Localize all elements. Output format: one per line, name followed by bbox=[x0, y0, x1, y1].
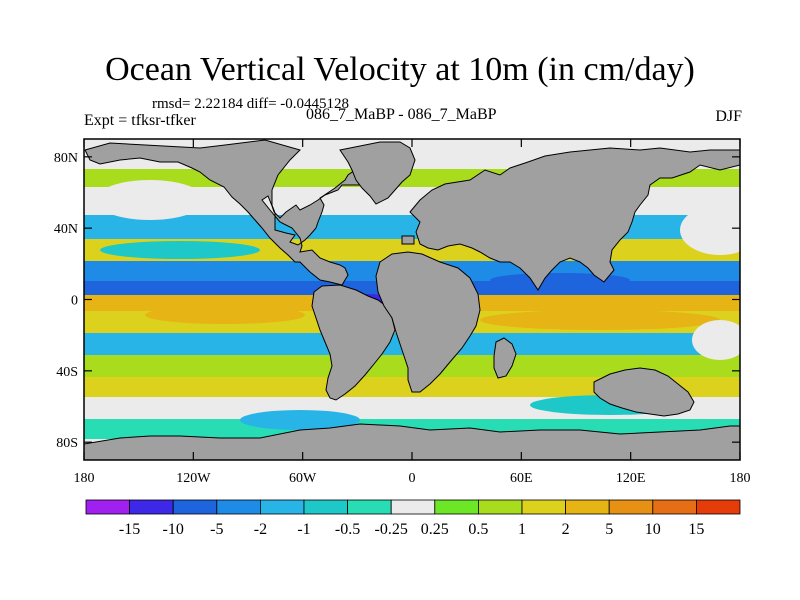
runs-label: 086_7_MaBP - 086_7_MaBP bbox=[306, 106, 497, 123]
colorbar-swatch bbox=[477, 499, 523, 515]
field-blob bbox=[95, 180, 205, 220]
colorbar-label: 1 bbox=[518, 521, 526, 538]
land-antarctica bbox=[84, 423, 740, 460]
colorbar-swatch bbox=[129, 499, 174, 515]
colorbar-swatch bbox=[172, 499, 218, 515]
y-tick-label: 80N bbox=[54, 151, 78, 166]
x-tick-label: 120W bbox=[176, 471, 211, 486]
colorbar-label: 15 bbox=[688, 521, 704, 538]
colorbar-label: -0.25 bbox=[375, 521, 408, 538]
experiment-label: Expt = tfksr-tfker bbox=[84, 112, 196, 129]
colorbar-label: -1 bbox=[297, 521, 310, 538]
colorbar-label: -0.5 bbox=[335, 521, 360, 538]
colorbar-label: -10 bbox=[163, 521, 184, 538]
x-axis: 180 120W 60W 0 60E 120E 180 bbox=[74, 139, 751, 486]
y-axis: 80N 40N 0 40S 80S bbox=[54, 151, 740, 451]
field-blob bbox=[680, 205, 740, 255]
field-blob bbox=[692, 320, 740, 360]
land-small-island bbox=[401, 235, 415, 245]
land-greenland bbox=[339, 141, 416, 205]
colorbar-swatch bbox=[347, 499, 392, 515]
colorbar-swatch bbox=[390, 499, 436, 515]
colorbar-label: 10 bbox=[645, 521, 661, 538]
colorbar-swatch bbox=[434, 499, 479, 515]
colorbar-label: 2 bbox=[562, 521, 570, 538]
x-tick-label: 180 bbox=[730, 471, 751, 486]
land-north-america bbox=[84, 139, 366, 286]
colorbar-swatch bbox=[652, 499, 697, 515]
field-blob bbox=[145, 306, 305, 324]
colorbar: -15 -10 -5 -2 -1 -0.5 -0.25 0.25 0.5 1 2 5 10 15 bbox=[85, 499, 741, 538]
colorbar-swatch bbox=[259, 499, 305, 515]
x-tick-label: 180 bbox=[74, 471, 95, 486]
colorbar-label: 0.25 bbox=[421, 521, 449, 538]
x-tick-label: 120E bbox=[616, 471, 646, 486]
land-eurasia bbox=[409, 147, 740, 291]
x-tick-label: 60E bbox=[510, 471, 533, 486]
colorbar-label: 5 bbox=[605, 521, 613, 538]
colorbar-swatch bbox=[521, 499, 566, 515]
land-madagascar bbox=[493, 337, 517, 379]
colorbar-swatch bbox=[696, 499, 741, 515]
colorbar-label: -15 bbox=[119, 521, 140, 538]
field-blob bbox=[490, 273, 630, 287]
y-tick-label: 40S bbox=[56, 365, 78, 380]
colorbar-swatch bbox=[608, 499, 654, 515]
colorbar-label: 0.5 bbox=[468, 521, 488, 538]
field-band bbox=[84, 215, 740, 239]
stats-text: rmsd= 2.22184 diff= -0.0445128 bbox=[152, 96, 350, 112]
land-south-america bbox=[311, 284, 396, 401]
y-tick-label: 40N bbox=[54, 222, 78, 237]
field-blob bbox=[480, 310, 720, 330]
x-tick-label: 0 bbox=[409, 471, 416, 486]
colorbar-label: -2 bbox=[254, 521, 267, 538]
land-masses bbox=[84, 139, 740, 460]
y-tick-label: 0 bbox=[71, 294, 78, 309]
y-tick-label: 80S bbox=[56, 436, 78, 451]
colorbar-swatch bbox=[216, 499, 261, 515]
colorbar-label: -5 bbox=[210, 521, 223, 538]
field-blob bbox=[100, 241, 260, 259]
colorbar-swatch bbox=[303, 499, 348, 515]
x-tick-label: 60W bbox=[289, 471, 317, 486]
chart-title: Ocean Vertical Velocity at 10m (in cm/da… bbox=[105, 51, 695, 88]
colorbar-swatch bbox=[85, 499, 130, 515]
land-australia bbox=[593, 367, 695, 417]
colorbar-swatch bbox=[565, 499, 610, 515]
field-blob bbox=[240, 410, 360, 430]
land-africa bbox=[375, 251, 481, 393]
season-label: DJF bbox=[715, 108, 742, 125]
